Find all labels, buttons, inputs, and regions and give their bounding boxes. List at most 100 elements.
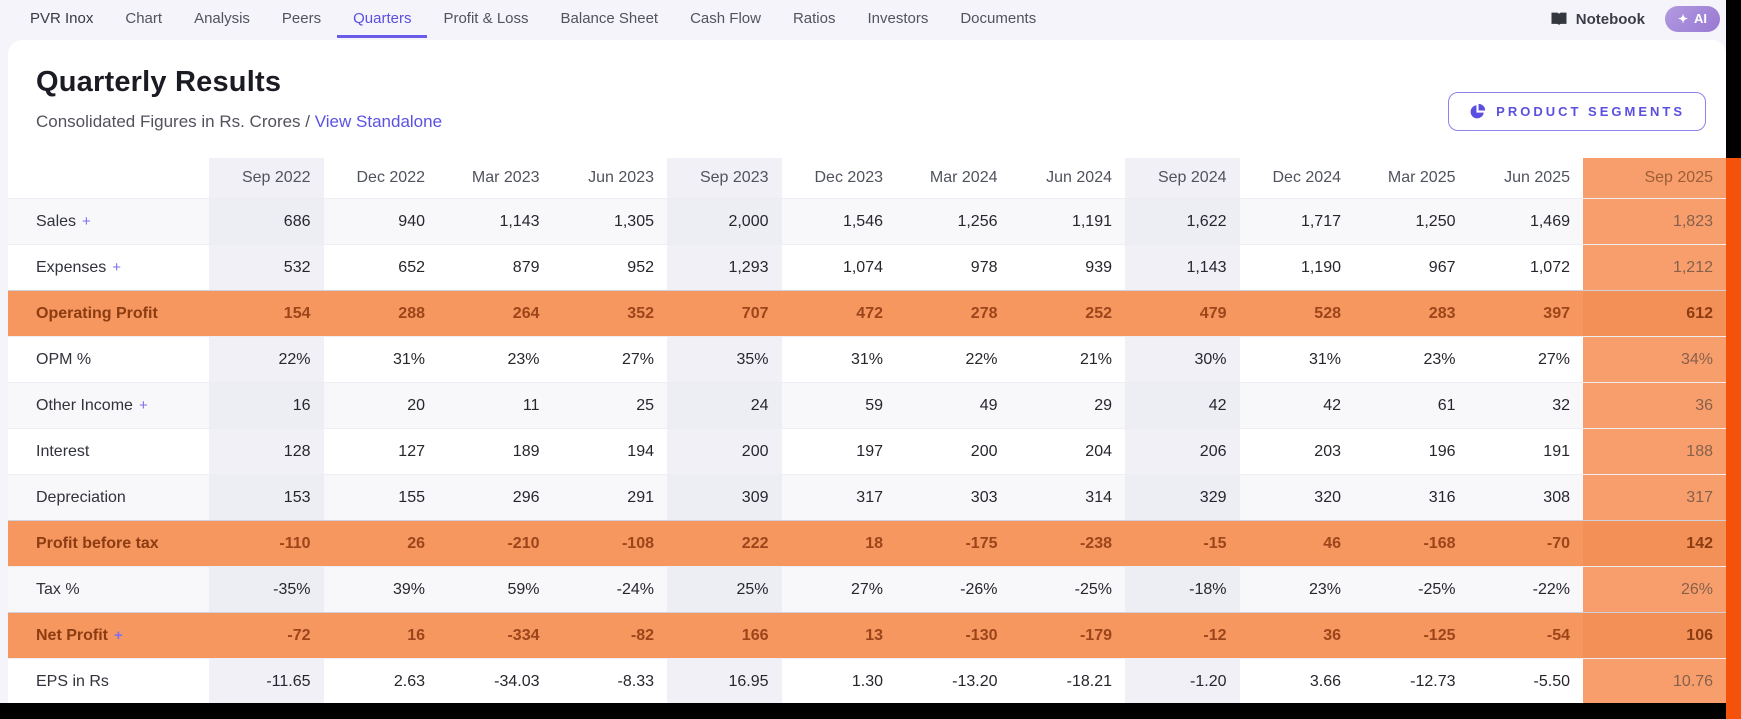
cell: 317	[1583, 475, 1726, 520]
expand-plus-link[interactable]: +	[114, 627, 123, 644]
row-label-text: Profit before tax	[36, 534, 159, 552]
nav-tab-investors[interactable]: Investors	[867, 10, 929, 27]
nav-tab-documents[interactable]: Documents	[960, 10, 1037, 27]
cell: 36	[1239, 613, 1354, 658]
product-segments-button[interactable]: PRODUCT SEGMENTS	[1448, 92, 1706, 131]
notebook-button[interactable]: Notebook	[1550, 11, 1645, 28]
row-label-text: Other Income	[36, 396, 133, 414]
cell: -175	[896, 521, 1011, 566]
notebook-label: Notebook	[1575, 10, 1645, 28]
cell: 252	[1010, 291, 1125, 336]
cell: 31%	[392, 350, 425, 368]
row-label-text: Expenses	[36, 258, 107, 276]
cell: -22%	[1468, 567, 1583, 612]
view-standalone-link[interactable]: View Standalone	[314, 112, 443, 131]
page-title: Quarterly Results	[36, 66, 282, 98]
row-label: Depreciation	[8, 475, 209, 520]
cell: 16.95	[667, 659, 782, 703]
row-label-text: Sales	[36, 212, 77, 230]
cell: 106	[1583, 613, 1726, 658]
cell: 49	[896, 383, 1011, 428]
sparkle-icon: ✦	[1677, 11, 1688, 26]
row-label: OPM %	[8, 337, 209, 382]
cell: 978	[970, 258, 998, 276]
nav-tab-balance-sheet[interactable]: Balance Sheet	[560, 10, 659, 27]
cell: 291	[552, 475, 667, 520]
cell: 1,143	[1125, 245, 1240, 290]
nav-tab-profit-loss[interactable]: Profit & Loss	[443, 10, 529, 27]
cell: 196	[1428, 442, 1456, 460]
right-edge-strip	[1726, 0, 1741, 719]
ai-label: AI	[1694, 11, 1707, 26]
nav-tab-pvr-inox[interactable]: PVR Inox	[30, 10, 94, 27]
cell: -72	[209, 613, 324, 658]
cell: 479	[1125, 291, 1240, 336]
cell: 32	[1468, 383, 1583, 428]
column-header: Jun 2024	[1046, 169, 1112, 186]
cell: -18.21	[1066, 672, 1112, 690]
table-corner-cell	[8, 158, 209, 198]
row-label: Interest	[8, 429, 209, 474]
cell: 154	[209, 291, 324, 336]
cell: 1,212	[1583, 245, 1726, 290]
row-label-text: Interest	[36, 442, 90, 460]
row-label-text: Depreciation	[36, 488, 126, 506]
cell: 314	[1010, 475, 1125, 520]
cell: 61	[1354, 383, 1469, 428]
cell: 1,622	[1125, 199, 1240, 244]
cell: 283	[1354, 291, 1469, 336]
cell: 42	[1125, 383, 1240, 428]
nav-tab-cash-flow[interactable]: Cash Flow	[690, 10, 761, 27]
cell: 309	[667, 475, 782, 520]
nav-tab-peers[interactable]: Peers	[281, 10, 322, 27]
cell: 128	[209, 429, 324, 474]
nav-tab-quarters[interactable]: Quarters	[337, 0, 427, 38]
cell: -108	[552, 521, 667, 566]
cell: -5.50	[1533, 672, 1570, 690]
top-nav: PVR Inox Chart Analysis Peers Quarters Profit…	[0, 0, 1741, 38]
table-row: Profit before tax -110 26 -210 -108 222 18 -175…	[8, 520, 1726, 566]
row-label: Sales +	[8, 199, 209, 244]
column-header: Dec 2022	[356, 169, 426, 186]
nav-tabs: PVR Inox Chart Analysis Peers Quarters Profit…	[14, 0, 1052, 38]
cell: -26%	[896, 567, 1011, 612]
cell: 1,074	[842, 258, 883, 276]
expand-plus-link[interactable]: +	[82, 213, 91, 230]
cell: 1,190	[1300, 258, 1341, 276]
column-header: Sep 2023	[667, 158, 782, 198]
table-row: EPS in Rs -11.65 2.63 -34.03 -8.33 16.95 1.30 -…	[8, 658, 1726, 703]
column-header: Dec 2024	[1272, 169, 1342, 186]
table-row: Expenses +532 652 879 952 1,293 1,074 978 939 1,1…	[8, 244, 1726, 290]
cell: 278	[896, 291, 1011, 336]
cell: -12	[1125, 613, 1240, 658]
nav-tab-ratios[interactable]: Ratios	[792, 10, 836, 27]
expand-plus-link[interactable]: +	[112, 259, 122, 276]
nav-tab-chart[interactable]: Chart	[125, 10, 163, 27]
cell: 1,293	[667, 245, 782, 290]
cell: 16	[323, 613, 438, 658]
cell: -1.20	[1125, 659, 1240, 703]
cell: 34%	[1583, 337, 1726, 382]
column-header: Mar 2023	[471, 169, 540, 186]
row-label-text: Operating Profit	[36, 304, 158, 322]
cell: -18%	[1125, 567, 1240, 612]
cell: 35%	[667, 337, 782, 382]
cell: 528	[1239, 291, 1354, 336]
cell: -12.73	[1410, 672, 1456, 690]
cell: 189	[512, 442, 540, 460]
cell: 1,250	[1354, 199, 1469, 244]
cell: 532	[209, 245, 324, 290]
expand-plus-link[interactable]: +	[138, 397, 148, 414]
cell: 686	[209, 199, 324, 244]
nav-tab-analysis[interactable]: Analysis	[194, 10, 250, 27]
cell: 1,143	[438, 199, 553, 244]
cell: 27%	[1537, 350, 1570, 368]
cell: 1,256	[896, 199, 1011, 244]
cell: 1,072	[1529, 258, 1570, 276]
ai-button[interactable]: ✦ AI	[1664, 6, 1720, 32]
row-label: Expenses +	[8, 245, 209, 290]
pie-chart-icon	[1469, 103, 1486, 120]
quarterly-results-card: Quarterly Results Consolidated Figures i…	[8, 40, 1726, 703]
cell: 264	[438, 291, 553, 336]
cell: -11.65	[209, 659, 324, 703]
